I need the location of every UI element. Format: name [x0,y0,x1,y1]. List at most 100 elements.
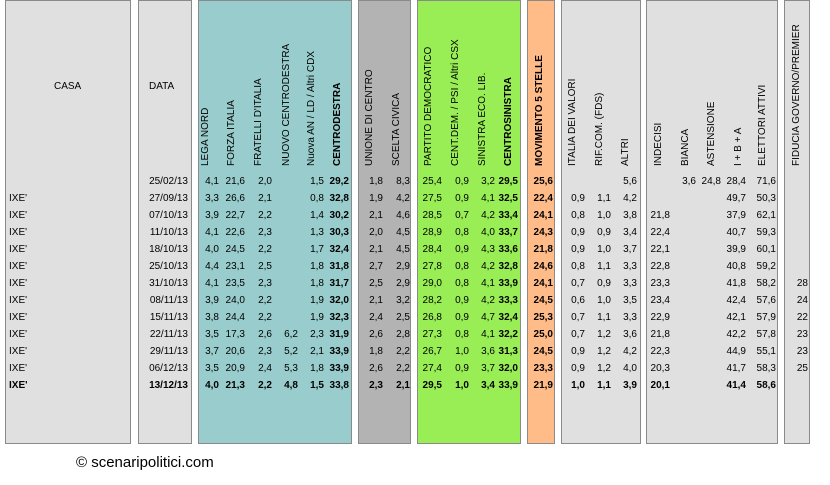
row-value: 0,9 [455,295,469,306]
row-value: 3,6 [682,176,696,187]
row-casa: IXE' [9,244,28,255]
row-value: 22 [796,312,808,323]
row-value: 42,2 [726,329,746,340]
row-value: 2,2 [258,312,272,323]
row-value: 1,5 [310,380,324,391]
row-value: 0,9 [455,193,469,204]
row-value: 40,8 [726,261,746,272]
row-value: 25,0 [533,329,553,340]
row-value: 22,8 [650,261,670,272]
row-value: 1,0 [597,295,611,306]
row-value: 32,3 [329,312,349,323]
row-value: 1,2 [597,346,611,357]
row-value: 24,3 [533,227,553,238]
row-value: 0,8 [310,193,324,204]
row-value: 3,3 [205,193,219,204]
row-value: 22,6 [225,227,245,238]
row-value: 4,7 [481,312,495,323]
row-value: 1,2 [597,329,611,340]
row-value: 1,5 [310,176,324,187]
row-value: 27,3 [422,329,442,340]
row-value: 24,1 [533,210,553,221]
row-value: 3,5 [623,295,637,306]
row-value: 0,9 [455,176,469,187]
row-date: 08/11/13 [149,295,188,306]
row-value: 2,2 [258,244,272,255]
row-date: 06/12/13 [149,363,188,374]
row-value: 2,4 [369,312,383,323]
row-value: 0,6 [571,295,585,306]
row-value: 2,9 [396,278,410,289]
row-value: 2,1 [369,210,383,221]
row-value: 2,1 [369,295,383,306]
row-value: 21,6 [225,176,245,187]
row-value: 32,5 [498,193,518,204]
row-value: 2,2 [258,380,272,391]
row-value [778,241,808,258]
row-value: 32,4 [329,244,349,255]
row-value: 26,6 [225,193,245,204]
row-value: 2,2 [396,346,410,357]
row-value: 24,5 [533,295,553,306]
row-value: 3,6 [481,346,495,357]
row-value [778,224,808,241]
centro-block [358,0,411,444]
row-value: 5,2 [284,346,298,357]
row-value: 2,9 [396,261,410,272]
row-value: 24,4 [225,312,245,323]
row-value: 23,1 [225,261,245,272]
row-value: 3,7 [623,244,637,255]
row-value: 24,1 [533,278,553,289]
row-value: 0,8 [455,278,469,289]
row-value: 3,2 [396,295,410,306]
row-value: 1,2 [597,363,611,374]
row-value: 0,9 [597,227,611,238]
row-value: 1,4 [310,210,324,221]
row-value: 2,5 [369,278,383,289]
row-value: 26,8 [422,312,442,323]
table-row: IXE' 29/11/13 3,7 20,6 2,3 5,2 2,1 33,9 1,8 2,2 26… [0,343,830,360]
row-value: 39,9 [726,244,746,255]
centrodestra-block [198,0,352,444]
table-row: 25/02/13 4,1 21,6 2,0 1,5 29,2 1,8 8,3 25,4 0,9 3,… [0,173,830,190]
row-value: 27,8 [422,261,442,272]
row-value: 0,8 [455,227,469,238]
row-value: 3,7 [205,346,219,357]
row-value: 60,1 [756,244,776,255]
table-row: IXE' 25/10/13 4,4 23,1 2,5 1,8 31,8 2,7 2,9 27,8 0… [0,258,830,275]
row-value: 49,7 [726,193,746,204]
data-block [138,0,192,444]
row-value: 28,4 [726,176,746,187]
row-value: 5,3 [284,363,298,374]
row-value: 2,6 [258,329,272,340]
row-value: 0,7 [571,312,585,323]
row-value: 71,6 [756,176,776,187]
row-value: 55,1 [756,346,776,357]
row-value: 4,1 [205,227,219,238]
row-value: 57,9 [756,312,776,323]
row-value: 4,2 [481,261,495,272]
row-value: 1,0 [571,380,585,391]
row-value: 3,3 [623,261,637,272]
row-value: 3,7 [481,363,495,374]
row-value: 4,0 [205,244,219,255]
table-row: IXE' 13/12/13 4,0 21,3 2,2 4,8 1,5 33,8 2,3 2,1 29… [0,377,830,394]
table-row: IXE' 15/11/13 3,8 24,4 2,2 1,9 32,3 2,4 2,5 26,8 0… [0,309,830,326]
table-row: IXE' 22/11/13 3,5 17,3 2,6 6,2 2,3 31,9 2,6 2,8 27… [0,326,830,343]
table-row: IXE' 27/09/13 3,3 26,6 2,1 0,8 32,8 1,9 4,2 27,5 0… [0,190,830,207]
row-value: 21,8 [650,210,670,221]
casa-block [5,0,131,444]
row-value: 3,6 [623,329,637,340]
row-value: 0,7 [455,210,469,221]
row-value: 4,0 [481,227,495,238]
row-value: 25,3 [533,312,553,323]
row-value: 23,3 [650,278,670,289]
row-value: 32,8 [498,261,518,272]
row-value: 17,3 [225,329,245,340]
row-value: 0,8 [455,261,469,272]
row-date: 31/10/13 [149,278,188,289]
row-value: 0,9 [455,244,469,255]
row-value: 57,8 [756,329,776,340]
row-value: 0,9 [455,312,469,323]
row-value: 1,9 [310,295,324,306]
